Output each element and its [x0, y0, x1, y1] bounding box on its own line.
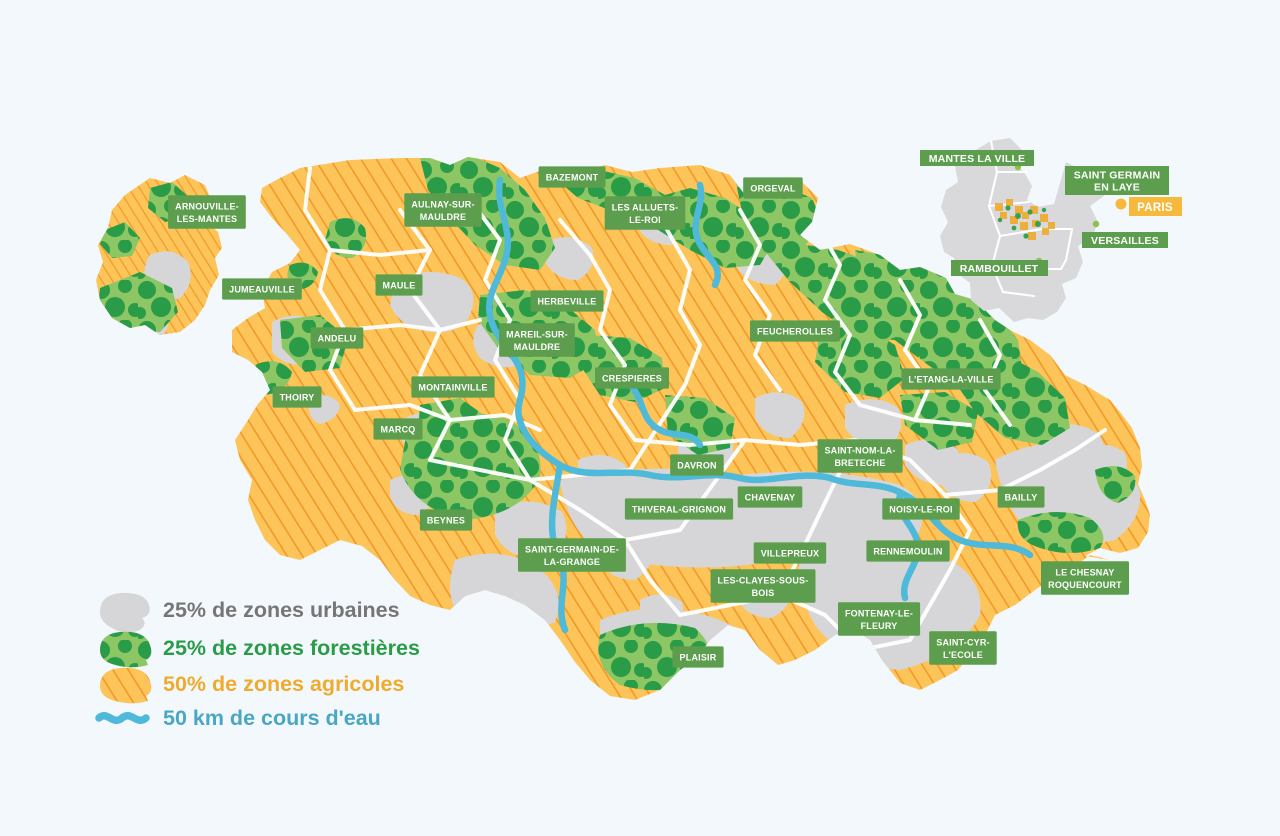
svg-text:MARCQ: MARCQ: [381, 425, 416, 435]
svg-text:SAINT-CYR-: SAINT-CYR-: [936, 638, 990, 648]
svg-text:ANDELU: ANDELU: [318, 334, 357, 344]
svg-text:NOISY-LE-ROI: NOISY-LE-ROI: [889, 505, 952, 515]
svg-text:ORGEVAL: ORGEVAL: [750, 184, 796, 194]
svg-text:LES-MANTES: LES-MANTES: [177, 214, 238, 224]
svg-text:BRETECHE: BRETECHE: [834, 458, 885, 468]
svg-text:PARIS: PARIS: [1137, 202, 1173, 214]
svg-text:THIVERAL-GRIGNON: THIVERAL-GRIGNON: [632, 505, 726, 515]
svg-text:CRESPIERES: CRESPIERES: [602, 374, 662, 384]
svg-text:VILLEPREUX: VILLEPREUX: [761, 549, 820, 559]
svg-text:AULNAY-SUR-: AULNAY-SUR-: [411, 200, 474, 210]
svg-text:FEUCHEROLLES: FEUCHEROLLES: [757, 327, 833, 337]
svg-text:MONTAINVILLE: MONTAINVILLE: [418, 383, 487, 393]
svg-text:CHAVENAY: CHAVENAY: [745, 493, 796, 503]
svg-text:BOIS: BOIS: [752, 588, 775, 598]
svg-text:MAREIL-SUR-: MAREIL-SUR-: [506, 330, 568, 340]
svg-text:25% de zones forestières: 25% de zones forestières: [163, 636, 420, 660]
svg-text:THOIRY: THOIRY: [280, 393, 315, 403]
svg-text:HERBEVILLE: HERBEVILLE: [537, 297, 596, 307]
svg-text:DAVRON: DAVRON: [677, 461, 717, 471]
svg-text:BAILLY: BAILLY: [1005, 493, 1038, 503]
svg-text:FLEURY: FLEURY: [861, 621, 898, 631]
svg-text:SAINT-GERMAIN-DE-: SAINT-GERMAIN-DE-: [525, 545, 619, 555]
svg-text:50% de zones agricoles: 50% de zones agricoles: [163, 672, 404, 696]
svg-text:LES ALLUETS-: LES ALLUETS-: [612, 203, 679, 213]
svg-text:SAINT GERMAIN: SAINT GERMAIN: [1074, 169, 1161, 181]
svg-text:LES-CLAYES-SOUS-: LES-CLAYES-SOUS-: [718, 576, 809, 586]
svg-text:L'ECOLE: L'ECOLE: [943, 650, 983, 660]
svg-text:LE CHESNAY: LE CHESNAY: [1055, 568, 1114, 578]
svg-text:PLAISIR: PLAISIR: [680, 653, 717, 663]
svg-text:MAULDRE: MAULDRE: [514, 342, 560, 352]
svg-text:FONTENAY-LE-: FONTENAY-LE-: [845, 609, 913, 619]
svg-text:BAZEMONT: BAZEMONT: [546, 173, 599, 183]
svg-text:SAINT-NOM-LA-: SAINT-NOM-LA-: [824, 446, 895, 456]
svg-text:25% de zones urbaines: 25% de zones urbaines: [163, 598, 400, 622]
svg-text:EN LAYE: EN LAYE: [1094, 181, 1140, 193]
svg-text:ROQUENCOURT: ROQUENCOURT: [1048, 580, 1122, 590]
svg-text:BEYNES: BEYNES: [427, 516, 465, 526]
svg-text:MAULDRE: MAULDRE: [420, 212, 466, 222]
svg-text:VERSAILLES: VERSAILLES: [1091, 235, 1159, 247]
svg-text:RENNEMOULIN: RENNEMOULIN: [873, 547, 942, 557]
svg-text:50 km de cours d'eau: 50 km de cours d'eau: [163, 706, 381, 730]
svg-text:MAULE: MAULE: [383, 281, 416, 291]
svg-text:L'ETANG-LA-VILLE: L'ETANG-LA-VILLE: [908, 375, 993, 385]
svg-text:JUMEAUVILLE: JUMEAUVILLE: [229, 285, 295, 295]
svg-text:MANTES LA VILLE: MANTES LA VILLE: [929, 153, 1026, 165]
svg-text:LA-GRANGE: LA-GRANGE: [544, 557, 600, 567]
svg-text:LE-ROI: LE-ROI: [629, 215, 661, 225]
svg-text:RAMBOUILLET: RAMBOUILLET: [960, 263, 1039, 275]
svg-text:ARNOUVILLE-: ARNOUVILLE-: [175, 202, 239, 212]
